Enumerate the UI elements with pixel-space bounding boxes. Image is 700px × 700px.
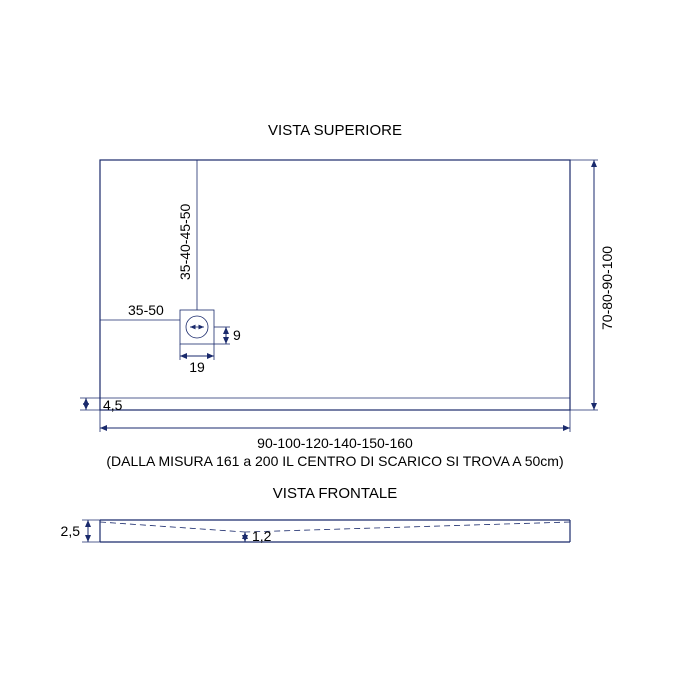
- label-height: 70-80-90-100: [599, 246, 615, 330]
- label-width-note: (DALLA MISURA 161 a 200 IL CENTRO DI SCA…: [106, 453, 563, 469]
- label-drain-width: 19: [189, 359, 205, 375]
- label-lip: 4,5: [103, 397, 123, 413]
- label-notch: 1,2: [252, 528, 272, 544]
- label-front-height: 2,5: [61, 523, 81, 539]
- label-drain-from-left: 35-50: [128, 302, 164, 318]
- technical-drawing: VISTA SUPERIORE 35-40-45-50 35-50 19 9 4…: [0, 0, 700, 700]
- title-front-view: VISTA FRONTALE: [273, 485, 397, 502]
- title-top-view: VISTA SUPERIORE: [268, 122, 402, 139]
- label-width: 90-100-120-140-150-160: [257, 435, 413, 451]
- label-drain-height: 9: [233, 327, 241, 343]
- front-view: [100, 520, 570, 542]
- top-view-outer: [100, 160, 570, 410]
- label-drain-from-top: 35-40-45-50: [177, 204, 193, 280]
